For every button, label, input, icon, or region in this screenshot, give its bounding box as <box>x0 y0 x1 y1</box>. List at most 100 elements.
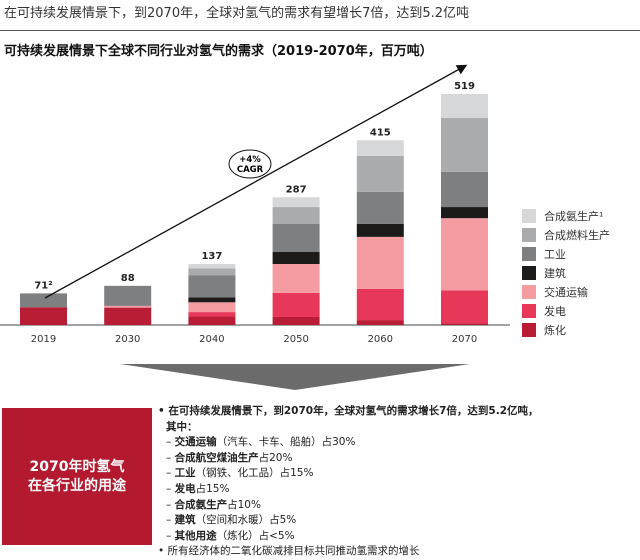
item-detail: （钢铁、化工品）占15% <box>195 467 314 480</box>
legend-label: 合成燃料生产 <box>544 228 610 242</box>
total-label: 88 <box>121 273 135 284</box>
legend-item: 合成燃料生产 <box>522 225 610 244</box>
total-label: 137 <box>201 251 222 262</box>
legend-swatch <box>522 284 536 299</box>
bar-segment <box>104 285 152 306</box>
legend-label: 炼化 <box>544 323 566 337</box>
item-detail: 占20% <box>258 451 293 464</box>
item-sector: 发电 <box>174 482 196 495</box>
legend-swatch <box>522 265 536 280</box>
legend-label: 合成氨生产¹ <box>544 209 604 223</box>
bar-segment <box>188 275 236 298</box>
summary-item: – 发电占15% <box>166 482 230 495</box>
x-tick-label: 2030 <box>115 334 140 345</box>
summary-item: – 建筑（空间和水暖）占5% <box>166 514 297 527</box>
legend-label: 交通运输 <box>544 285 588 299</box>
bar-segment <box>356 236 404 289</box>
down-arrow-shape <box>120 364 470 390</box>
bullet-2: 所有经济体的二氧化碳减排目标共同推动氢需求的增长 <box>167 545 420 558</box>
summary-item: – 工业（钢铁、化工品）占15% <box>166 467 314 480</box>
bar-segment <box>104 305 152 308</box>
bar-segment <box>188 312 236 317</box>
bar-segment <box>188 264 236 269</box>
cagr-label: CAGR <box>237 165 264 175</box>
item-sector: 其他用途 <box>174 529 217 542</box>
legend-swatch <box>522 322 536 337</box>
legend-item: 交通运输 <box>522 282 610 301</box>
divider <box>0 30 640 31</box>
legend-swatch <box>522 246 536 261</box>
item-sector: 合成航空煤油生产 <box>174 451 259 464</box>
chart-legend: 合成氨生产¹ 合成燃料生产 工业建筑交通运输发电炼化 <box>522 206 610 339</box>
item-detail: （汽车、卡车、船舶）占30% <box>216 436 356 449</box>
x-tick-label: 2040 <box>199 334 224 345</box>
bar-segment <box>272 264 320 293</box>
bar-segment <box>441 290 488 324</box>
item-detail: （空间和水暖）占5% <box>195 514 297 527</box>
stacked-bar-chart: 71² 2019 88 2030 137 2040 287 2050 415 2060 519 207… <box>0 64 510 345</box>
bar-segment <box>272 223 320 253</box>
legend-swatch <box>522 227 536 242</box>
x-tick-label: 2060 <box>368 334 393 345</box>
total-label: 415 <box>370 127 391 138</box>
bullet-1-cont: 其中： <box>166 420 198 433</box>
legend-item: 发电 <box>522 301 610 320</box>
bar-segment <box>356 288 404 321</box>
total-label: 71² <box>34 280 52 291</box>
item-sector: 工业 <box>174 467 196 480</box>
bar-segment <box>356 223 404 237</box>
bar-segment <box>272 252 320 265</box>
bar-segment <box>188 268 236 276</box>
bar-segment <box>356 155 404 192</box>
usage-summary-box: 2070年时氢气 在各行业的用途 <box>2 408 152 545</box>
cagr-value: +4% <box>239 155 261 165</box>
legend-swatch <box>522 208 536 223</box>
item-detail: 占15% <box>195 482 230 495</box>
bar-segment <box>272 292 320 317</box>
x-tick-label: 2019 <box>31 334 56 345</box>
bar-segment <box>441 218 488 291</box>
headline: 在可持续发展情景下，到2070年，全球对氢气的需求有望增长7倍，达到5.2亿吨 <box>4 6 470 21</box>
bar-segment <box>441 118 488 172</box>
legend-item: 工业 <box>522 244 610 263</box>
bar-segment <box>188 302 236 313</box>
bar-segment <box>188 316 236 325</box>
bar-segment <box>441 171 488 208</box>
bar-segment <box>441 207 488 219</box>
item-sector: 建筑 <box>174 514 196 527</box>
summary-item: – 交通运输（汽车、卡车、船舶）占30% <box>166 436 356 449</box>
total-label: 287 <box>286 184 307 195</box>
total-label: 519 <box>454 81 475 92</box>
legend-swatch <box>522 303 536 318</box>
chart-title: 可持续发展情景下全球不同行业对氢气的需求（2019-2070年，百万吨） <box>4 44 433 59</box>
x-tick-label: 2070 <box>452 334 477 345</box>
summary-notes: • 在可持续发展情景下，到2070年，全球对氢气的需求增长7倍，达到5.2亿吨，… <box>158 405 539 558</box>
bar-segment <box>188 297 236 303</box>
legend-label: 工业 <box>544 247 566 261</box>
bar-segment <box>272 197 320 208</box>
bar-segment <box>272 316 320 325</box>
legend-item: 炼化 <box>522 320 610 339</box>
bar-segment <box>356 320 404 325</box>
item-detail: （炼化）占<5% <box>216 529 295 542</box>
item-detail: 占10% <box>227 498 261 511</box>
summary-item: – 其他用途（炼化）占<5% <box>166 529 295 542</box>
item-sector: 合成氨生产 <box>174 498 228 511</box>
summary-item: – 合成氨生产占10% <box>166 498 261 511</box>
cagr-badge <box>228 149 272 179</box>
bar-segment <box>20 307 67 325</box>
item-sector: 交通运输 <box>174 436 217 449</box>
legend-label: 发电 <box>544 304 566 318</box>
legend-item: 建筑 <box>522 263 610 282</box>
bar-segment <box>356 191 404 224</box>
x-tick-label: 2050 <box>283 334 308 345</box>
bullet-1: 在可持续发展情景下，到2070年，全球对氢气的需求增长7倍，达到5.2亿吨， <box>168 405 539 417</box>
bar-segment <box>441 94 488 119</box>
bar-segment <box>272 207 320 224</box>
legend-item: 合成氨生产¹ <box>522 206 610 225</box>
growth-arrow <box>44 64 468 299</box>
summary-item: – 合成航空煤油生产占20% <box>166 451 293 464</box>
bar-segment <box>356 140 404 156</box>
legend-label: 建筑 <box>544 266 566 280</box>
bar-segment <box>20 293 67 308</box>
